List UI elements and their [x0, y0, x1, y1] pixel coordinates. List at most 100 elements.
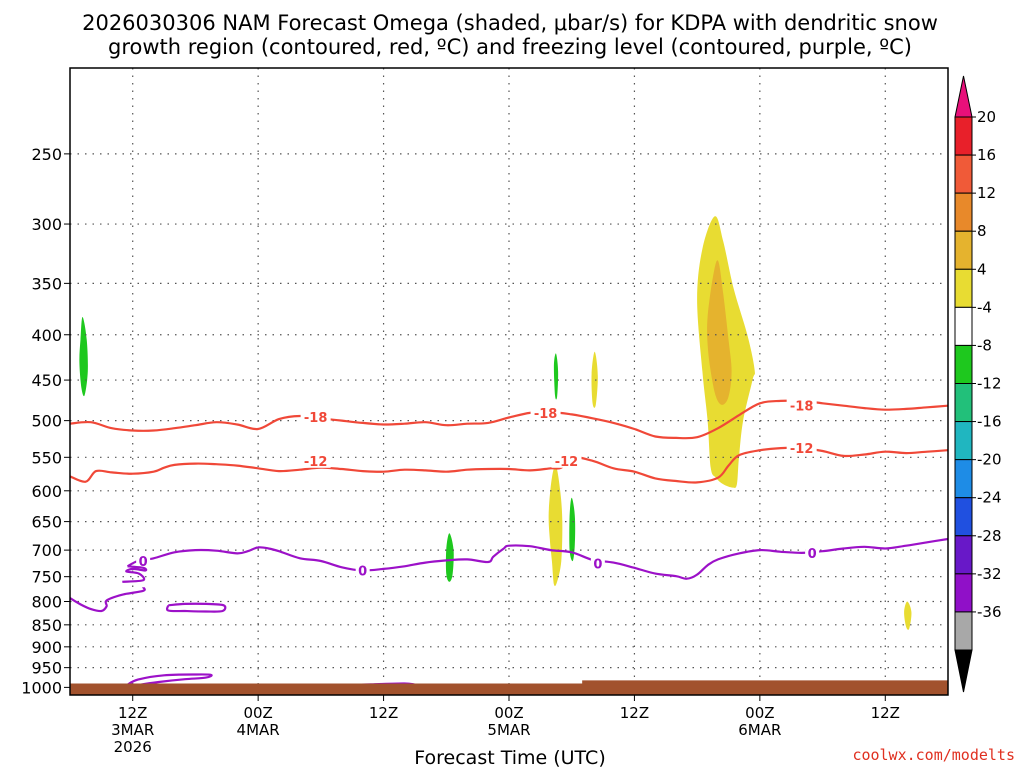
- xtick-label-4-0: 12Z: [620, 704, 649, 722]
- colorbar: 20 16 12 8 4 -4 -8 -12 -16 -20 -24 -28 -32 -36: [954, 75, 1002, 693]
- ytick-label-750: 750: [31, 568, 62, 587]
- xtick-label-1-1: 4MAR: [237, 721, 280, 739]
- colorbar-swatch-5: [954, 306, 973, 346]
- colorbar-swatch-6: [954, 344, 973, 384]
- colorbar-swatch-1: [954, 154, 973, 194]
- colorbar-label-12: -32: [977, 565, 1002, 583]
- contour-label-bg-0-1: [530, 404, 561, 420]
- contour-label--12-0: -12: [304, 455, 328, 470]
- ytick-label-500: 500: [31, 412, 62, 431]
- contour-label-0-2: 0: [593, 558, 602, 573]
- colorbar-label-7: -12: [977, 375, 1002, 393]
- colorbar-label-11: -28: [977, 527, 1002, 545]
- xtick-label-1-0: 00Z: [243, 704, 272, 722]
- xtick-label-0-0: 12Z: [118, 704, 147, 722]
- ytick-label-350: 350: [31, 274, 62, 293]
- ytick-label-550: 550: [31, 448, 62, 467]
- credit-link[interactable]: coolwx.com/modelts: [852, 746, 1015, 764]
- ground-layer: [70, 680, 948, 695]
- omega-region-1: [707, 260, 732, 405]
- x-axis-label: Forecast Time (UTC): [414, 747, 605, 768]
- ytick-label-400: 400: [31, 326, 62, 345]
- contour-0-low-left-tail: [122, 565, 148, 583]
- ytick-label-450: 450: [31, 371, 62, 390]
- contour-label-0-0: 0: [139, 555, 148, 570]
- colorbar-swatch-4: [954, 268, 973, 308]
- colorbar-label-4: 4: [977, 260, 987, 278]
- xtick-label-0-1: 3MAR: [111, 721, 154, 739]
- colorbar-label-8: -16: [977, 413, 1002, 431]
- xtick-label-0-2: 2026: [114, 738, 152, 756]
- contour-label-bg-0-2: [786, 397, 817, 413]
- ytick-label-800: 800: [31, 593, 62, 612]
- ytick-label-650: 650: [31, 513, 62, 532]
- ytick-label-250: 250: [31, 145, 62, 164]
- contour-label-bg-1-2: [786, 440, 817, 456]
- colorbar-swatch-10: [954, 497, 973, 537]
- colorbar-label-13: -36: [977, 603, 1002, 621]
- omega-region-7: [553, 353, 559, 400]
- colorbar-label-6: -8: [977, 336, 992, 354]
- omega-shading-layer: [79, 216, 912, 630]
- ytick-label-600: 600: [31, 482, 62, 501]
- title-line-1: 2026030306 NAM Forecast Omega (shaded, μ…: [82, 11, 938, 35]
- colorbar-label-1: 16: [977, 146, 996, 164]
- ytick-label-900: 900: [31, 638, 62, 657]
- colorbar-label-10: -24: [977, 489, 1002, 507]
- ytick-label-1000: 1000: [21, 678, 62, 697]
- xtick-label-3-0: 00Z: [494, 704, 523, 722]
- contour-0: [126, 537, 948, 580]
- omega-region-3: [591, 351, 598, 408]
- ground-surface: [70, 680, 948, 695]
- contour-0-closed: [165, 602, 227, 613]
- contour-label--18-0: -18: [304, 411, 328, 426]
- ytick-label-850: 850: [31, 616, 62, 635]
- colorbar-label-2: 12: [977, 184, 996, 202]
- xtick-label-3-1: 5MAR: [487, 721, 530, 739]
- ytick-label-950: 950: [31, 659, 62, 678]
- contour-layer: -18 -18 -18 -12 -12 -12 0 0 0 0: [70, 397, 948, 688]
- colorbar-top-arrow: [954, 75, 973, 118]
- omega-region-5: [79, 317, 88, 397]
- contour-label--18-2: -18: [790, 400, 814, 415]
- ytick-label-300: 300: [31, 215, 62, 234]
- ytick-label-700: 700: [31, 541, 62, 560]
- colorbar-swatch-13: [954, 611, 973, 651]
- colorbar-label-3: 8: [977, 222, 987, 240]
- colorbar-swatch-8: [954, 421, 973, 461]
- colorbar-swatch-2: [954, 192, 973, 232]
- title-line-2: growth region (contoured, red, ºC) and f…: [108, 35, 912, 59]
- contour-label-bg-2-1: [355, 562, 370, 578]
- colorbar-bottom-arrow: [954, 649, 973, 693]
- contour-0-surface-1: [126, 673, 213, 687]
- xtick-label-2-0: 12Z: [369, 704, 398, 722]
- contour-label-bg-2-2: [590, 555, 605, 571]
- colorbar-label-0: 20: [977, 108, 996, 126]
- contour-label-bg-0-0: [300, 408, 331, 424]
- y-axis-ticks: 250 300 350 400 450 500 550 600 650 700 750 800 850 9…: [21, 145, 70, 697]
- contour-label--18-1: -18: [534, 407, 558, 422]
- colorbar-swatch-12: [954, 573, 973, 613]
- contour-label-bg-1-0: [300, 452, 331, 468]
- omega-region-8: [569, 497, 576, 562]
- contour-0-bottom: [70, 586, 146, 613]
- colorbar-swatch-3: [954, 230, 973, 270]
- contour-label-0-1: 0: [358, 564, 367, 579]
- colorbar-swatch-0: [954, 116, 973, 156]
- omega-region-2: [548, 465, 563, 587]
- colorbar-swatch-9: [954, 459, 973, 499]
- contour-label--12-2: -12: [790, 442, 814, 457]
- contour-label--12-1: -12: [555, 455, 579, 470]
- contour-label-0-3: 0: [808, 547, 817, 562]
- colorbar-swatch-7: [954, 383, 973, 423]
- xtick-label-6-0: 12Z: [871, 704, 900, 722]
- grid-layer: [70, 68, 948, 695]
- colorbar-label-5: -4: [977, 298, 992, 316]
- contour-label-bg-2-0: [136, 552, 151, 568]
- contour-label-bg-1-1: [551, 452, 582, 468]
- contour-label-bg-2-3: [805, 544, 820, 560]
- colorbar-swatch-11: [954, 535, 973, 575]
- omega-region-6: [445, 533, 454, 582]
